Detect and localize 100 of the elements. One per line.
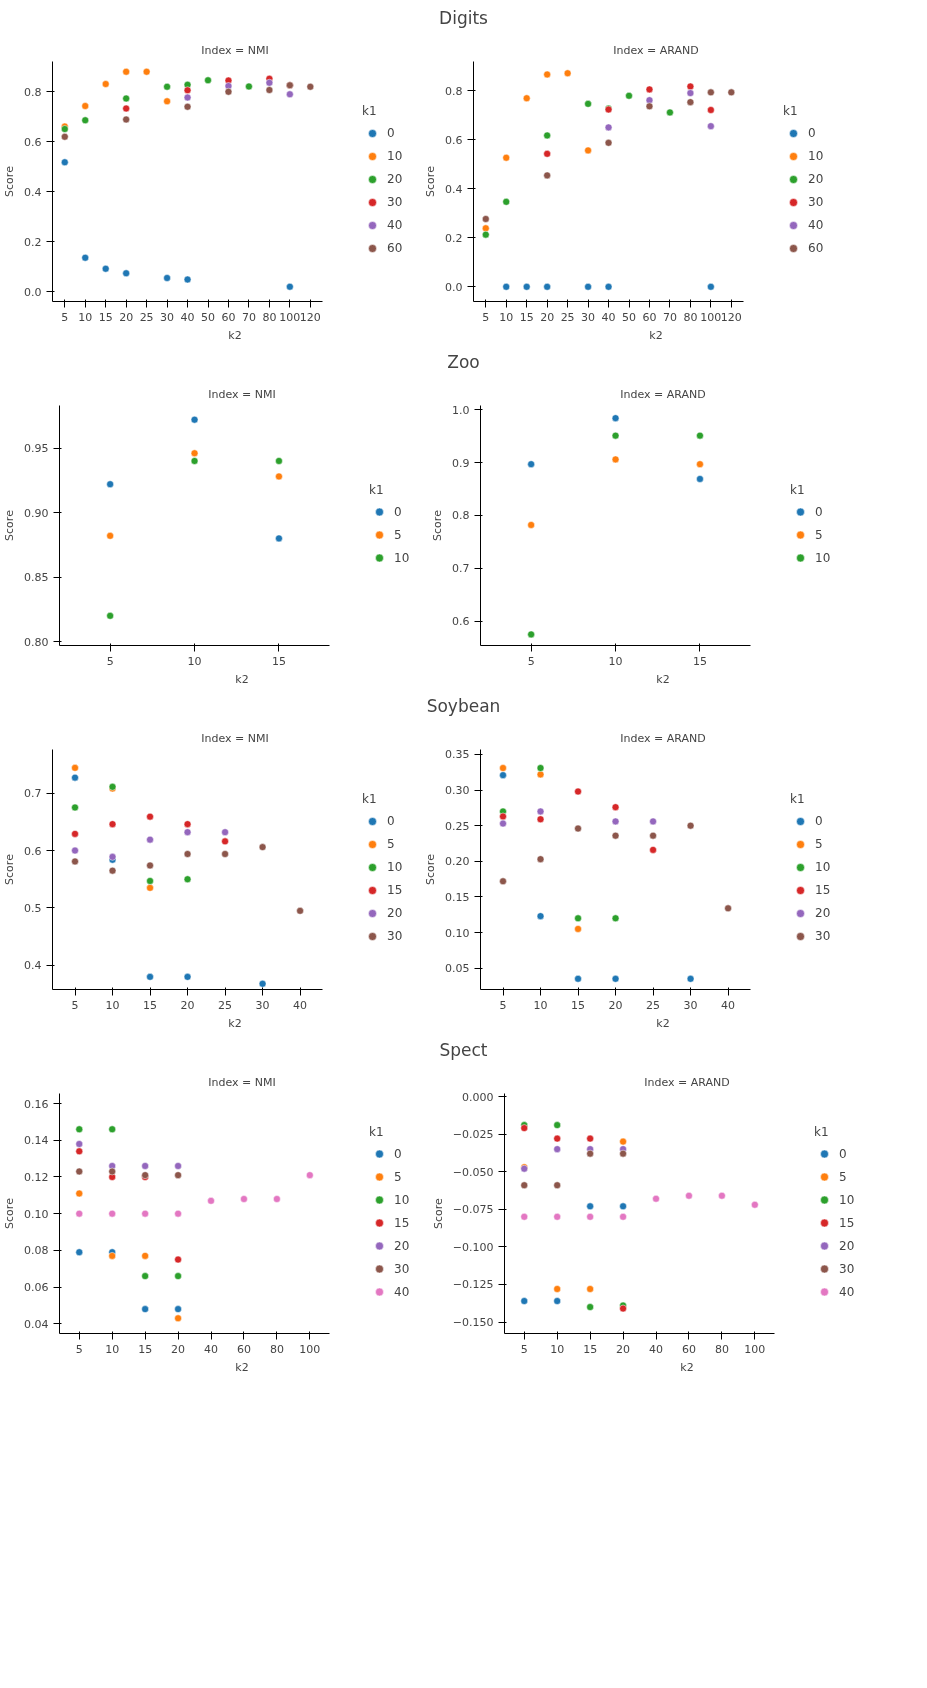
x-tick-label: 10 [78,310,93,324]
y-tick-label: 0.95 [24,442,49,456]
legend-label: 30 [815,929,832,943]
legend-label: 0 [394,1146,403,1161]
chart-title: Index = NMI [201,731,269,745]
y-tick-label: 0.25 [445,819,470,833]
x-tick-label: 70 [662,310,677,324]
chart-title: Index = ARAND [620,387,706,401]
legend-label: 0 [839,1146,848,1161]
x-tick-label: 20 [608,998,623,1012]
legend-label: 30 [839,1261,856,1276]
legend-title: k1 [814,1124,830,1139]
legend-label: 5 [815,527,824,542]
text: Digits [439,7,489,28]
y-axis-title: Score [3,853,17,885]
legend-label: 40 [387,218,404,232]
y-tick-label: 0.8 [452,509,470,523]
y-tick-label: −0.100 [452,1240,494,1254]
x-tick-label: 10 [105,998,120,1012]
chart-title: Index = NMI [208,387,276,401]
y-tick-label: −0.125 [452,1278,494,1292]
x-tick-label: 15 [571,998,586,1012]
y-tick-label: 0.06 [24,1281,49,1295]
legend-label: 0 [815,814,824,828]
x-tick-label: 15 [519,310,534,324]
y-tick-label: 0.2 [445,231,463,245]
legend-title: k1 [790,482,806,497]
y-tick-label: 0.85 [24,571,49,585]
x-tick-label: 20 [119,310,134,324]
y-tick-label: 0.30 [445,784,470,798]
x-axis-title: k2 [228,328,242,342]
y-tick-label: 0.4 [24,959,42,973]
x-tick-label: 10 [550,1342,565,1356]
chart-title: Index = NMI [201,43,269,57]
x-tick-label: 100 [744,1342,766,1356]
x-tick-label: 40 [649,1342,664,1356]
y-tick-label: 0.4 [445,182,463,196]
legend-label: 15 [387,883,404,897]
legend-label: 0 [808,126,817,140]
y-tick-label: 0.05 [445,962,470,976]
x-tick-label: 120 [299,310,321,324]
legend-label: 60 [808,241,825,255]
chart-title: Index = ARAND [644,1075,730,1089]
text: Spect [439,1039,488,1060]
x-tick-label: 5 [75,1342,83,1356]
legend-label: 10 [815,550,832,565]
legend-label: 10 [387,149,404,163]
text: Zoo [447,351,480,372]
text: Soybean [426,695,501,716]
y-axis-title: Score [3,509,17,541]
x-tick-label: 50 [201,310,216,324]
y-axis-title: Score [3,1197,17,1229]
y-tick-label: 0.14 [24,1134,49,1148]
x-tick-label: 20 [171,1342,186,1356]
legend-label: 40 [808,218,825,232]
x-axis-title: k2 [235,1360,249,1374]
x-tick-label: 5 [61,310,69,324]
y-tick-label: 0.10 [445,926,470,940]
x-tick-label: 5 [71,998,79,1012]
legend-label: 20 [387,906,404,920]
y-tick-label: 0.6 [24,135,42,149]
x-axis-title: k2 [228,1016,242,1030]
y-tick-label: 0.7 [452,562,470,576]
x-tick-label: 30 [255,998,270,1012]
x-tick-label: 10 [499,310,514,324]
legend-label: 10 [815,860,832,874]
y-tick-label: 0.15 [445,890,470,904]
x-tick-label: 15 [271,654,286,668]
x-tick-label: 20 [616,1342,631,1356]
y-tick-label: 0.000 [462,1090,494,1104]
y-tick-label: −0.025 [452,1128,494,1142]
legend-label: 5 [394,527,403,542]
x-tick-label: 40 [601,310,616,324]
legend-label: 0 [387,126,396,140]
x-tick-label: 30 [683,998,698,1012]
legend-label: 15 [394,1215,411,1230]
y-tick-label: 0.6 [24,844,42,858]
chart-title: Index = ARAND [620,731,706,745]
legend-label: 40 [394,1284,411,1299]
legend-label: 10 [387,860,404,874]
x-tick-label: 5 [482,310,490,324]
x-tick-label: 80 [269,1342,284,1356]
y-tick-label: 0.90 [24,506,49,520]
y-tick-label: −0.075 [452,1203,494,1217]
x-tick-label: 40 [204,1342,219,1356]
y-tick-label: −0.050 [452,1165,494,1179]
x-tick-label: 5 [106,654,114,668]
y-tick-label: 0.04 [24,1317,49,1331]
legend-label: 20 [839,1238,856,1253]
y-axis-title: Score [431,1197,445,1229]
y-tick-label: 0.10 [24,1207,49,1221]
x-tick-label: 50 [622,310,637,324]
legend-title: k1 [362,792,378,806]
legend-label: 10 [394,550,411,565]
y-tick-label: 0.4 [24,185,42,199]
y-tick-label: 0.16 [24,1097,49,1111]
y-tick-label: 0.2 [24,235,42,249]
x-tick-label: 15 [583,1342,598,1356]
x-tick-label: 25 [560,310,575,324]
y-axis-title: Score [424,165,438,197]
